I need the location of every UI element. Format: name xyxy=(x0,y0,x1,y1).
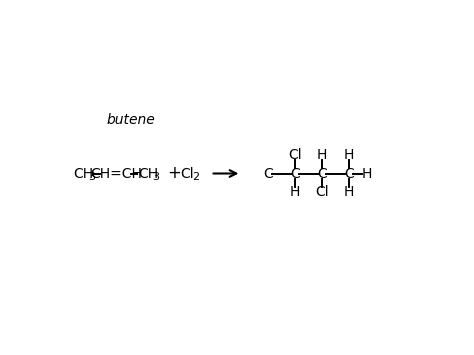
Text: +: + xyxy=(167,164,182,182)
Text: C: C xyxy=(291,166,300,180)
Text: H: H xyxy=(344,185,355,199)
Text: H: H xyxy=(290,185,301,199)
Text: H: H xyxy=(317,148,328,162)
Text: CH: CH xyxy=(138,166,158,180)
Text: CH=CH: CH=CH xyxy=(90,166,142,180)
Text: C: C xyxy=(318,166,327,180)
Text: Cl: Cl xyxy=(289,148,302,162)
Text: Cl: Cl xyxy=(315,185,329,199)
Text: H: H xyxy=(362,166,372,180)
Text: C: C xyxy=(344,166,354,180)
Text: butene: butene xyxy=(107,113,155,127)
Text: 3: 3 xyxy=(153,171,159,181)
Text: H: H xyxy=(344,148,355,162)
Text: Cl: Cl xyxy=(181,166,194,180)
Text: 3: 3 xyxy=(88,171,95,181)
Text: C: C xyxy=(264,166,273,180)
Text: 2: 2 xyxy=(192,171,200,181)
Text: CH: CH xyxy=(73,166,93,180)
